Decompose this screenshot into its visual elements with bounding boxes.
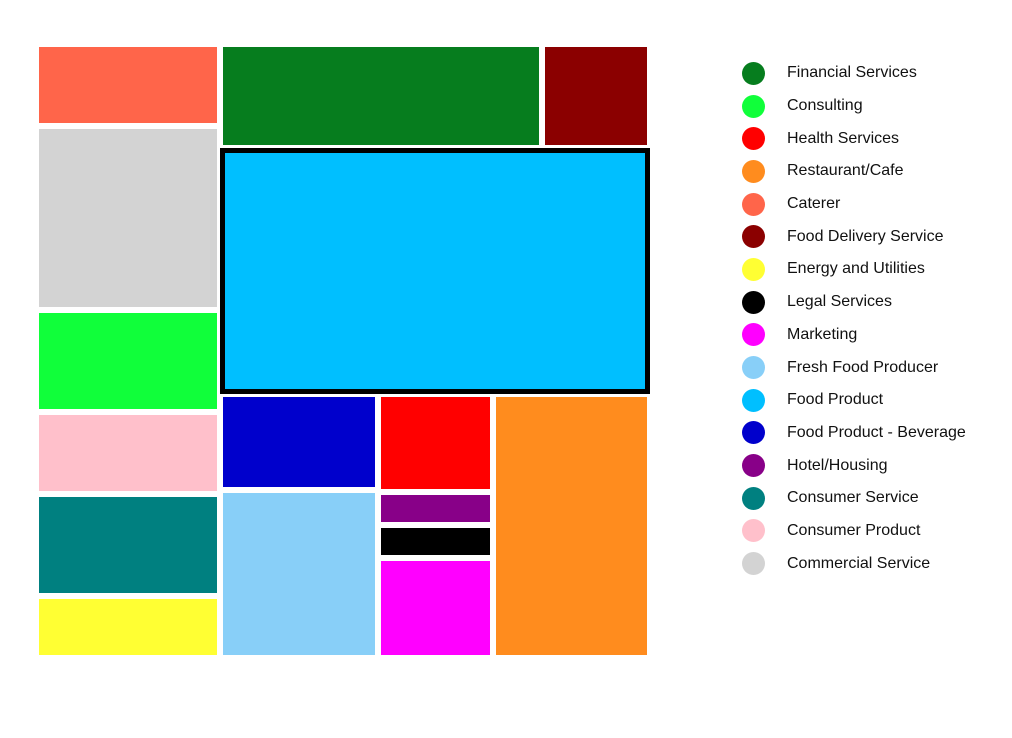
legend-swatch <box>742 159 765 183</box>
legend-item[interactable]: Food Delivery Service <box>742 220 966 253</box>
legend-label: Consumer Product <box>787 521 921 539</box>
legend-item[interactable]: Health Services <box>742 122 966 155</box>
legend-label: Food Product - Beverage <box>787 423 966 441</box>
tile-consumer-product[interactable] <box>36 412 220 494</box>
legend-swatch <box>742 94 765 118</box>
legend-label: Restaurant/Cafe <box>787 162 904 180</box>
legend-swatch <box>742 290 765 314</box>
legend-label: Consulting <box>787 97 863 115</box>
legend-label: Caterer <box>787 195 841 213</box>
legend-item[interactable]: Commercial Service <box>742 547 966 580</box>
legend-label: Hotel/Housing <box>787 456 888 474</box>
legend-label: Legal Services <box>787 293 892 311</box>
treemap-chart <box>36 44 650 658</box>
legend-swatch <box>742 257 765 281</box>
legend-swatch <box>742 519 765 543</box>
tile-food-product-beverage[interactable] <box>220 394 378 490</box>
legend-swatch <box>742 388 765 412</box>
legend-label: Fresh Food Producer <box>787 358 939 376</box>
legend-label: Marketing <box>787 325 858 343</box>
legend-swatch <box>742 552 765 576</box>
legend-item[interactable]: Food Product <box>742 384 966 417</box>
legend-swatch <box>742 61 765 85</box>
legend-item[interactable]: Marketing <box>742 319 966 352</box>
tile-financial-services[interactable] <box>220 44 542 148</box>
legend-label: Consumer Service <box>787 489 919 507</box>
legend-label: Financial Services <box>787 64 917 82</box>
tile-hotel-housing[interactable] <box>378 492 493 525</box>
legend-item[interactable]: Legal Services <box>742 286 966 319</box>
legend-item[interactable]: Consumer Service <box>742 482 966 515</box>
tile-marketing[interactable] <box>378 558 493 658</box>
legend-item[interactable]: Caterer <box>742 188 966 221</box>
tile-fresh-food-producer[interactable] <box>220 490 378 658</box>
tile-food-product[interactable] <box>220 148 650 394</box>
legend-swatch <box>742 421 765 445</box>
legend-item[interactable]: Consumer Product <box>742 515 966 548</box>
legend-swatch <box>742 356 765 380</box>
tile-energy-and-utilities[interactable] <box>36 596 220 658</box>
legend-item[interactable]: Energy and Utilities <box>742 253 966 286</box>
tile-restaurant-cafe[interactable] <box>493 394 650 658</box>
tile-caterer[interactable] <box>36 44 220 126</box>
legend-swatch <box>742 225 765 249</box>
tile-commercial-service[interactable] <box>36 126 220 310</box>
legend-swatch <box>742 454 765 478</box>
tile-food-delivery-service[interactable] <box>542 44 650 148</box>
legend-label: Health Services <box>787 129 900 147</box>
tile-consumer-service[interactable] <box>36 494 220 596</box>
legend-swatch <box>742 127 765 151</box>
legend: Financial Services Consulting Health Servi… <box>742 57 966 580</box>
legend-item[interactable]: Hotel/Housing <box>742 449 966 482</box>
legend-swatch <box>742 323 765 347</box>
legend-label: Food Product <box>787 391 884 409</box>
legend-item[interactable]: Food Product - Beverage <box>742 417 966 450</box>
tile-legal-services[interactable] <box>378 525 493 558</box>
legend-item[interactable]: Financial Services <box>742 57 966 90</box>
legend-swatch <box>742 192 765 216</box>
legend-item[interactable]: Consulting <box>742 90 966 123</box>
tile-health-services[interactable] <box>378 394 493 492</box>
legend-item[interactable]: Fresh Food Producer <box>742 351 966 384</box>
legend-item[interactable]: Restaurant/Cafe <box>742 155 966 188</box>
legend-swatch <box>742 486 765 510</box>
legend-label: Commercial Service <box>787 554 931 572</box>
legend-label: Food Delivery Service <box>787 227 944 245</box>
legend-label: Energy and Utilities <box>787 260 925 278</box>
tile-consulting[interactable] <box>36 310 220 412</box>
